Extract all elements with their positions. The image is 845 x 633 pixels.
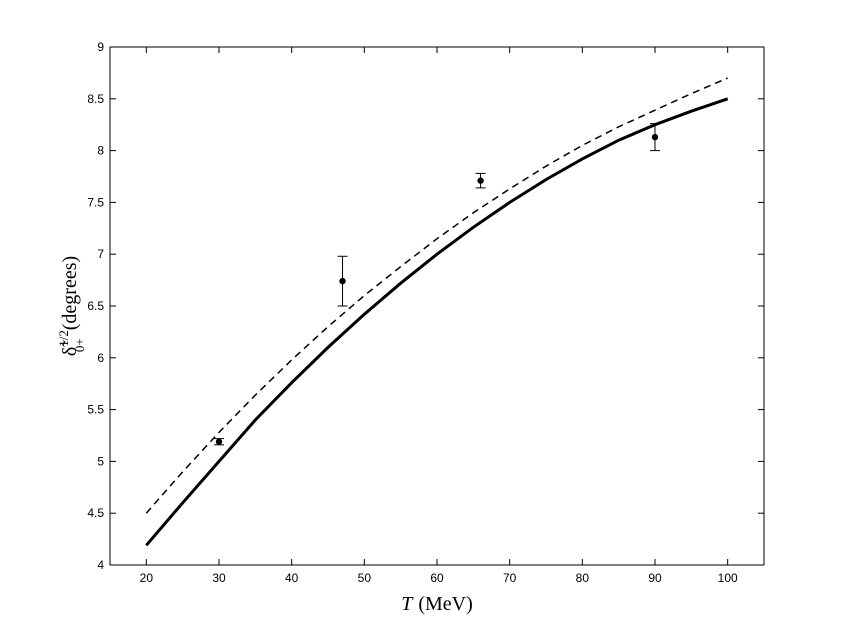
ticks bbox=[110, 46, 764, 566]
x-tick-label: 40 bbox=[285, 571, 299, 585]
x-tick-label: 50 bbox=[358, 571, 372, 585]
x-tick-label: 80 bbox=[576, 571, 590, 585]
data-point bbox=[477, 177, 484, 184]
x-tick-label: 100 bbox=[718, 571, 738, 585]
y-tick-label: 6.5 bbox=[87, 299, 104, 313]
y-tick-label: 7 bbox=[97, 247, 104, 261]
y-tick-label: 9 bbox=[97, 40, 104, 54]
y-tick-label: 7.5 bbox=[87, 195, 104, 209]
data-points-group bbox=[214, 123, 660, 446]
y-tick-label: 4 bbox=[97, 558, 104, 572]
series-line-solid bbox=[145, 97, 729, 547]
x-tick-label: 20 bbox=[140, 571, 154, 585]
y-tick-label: 8.5 bbox=[87, 92, 104, 106]
y-tick-label: 5.5 bbox=[87, 403, 104, 417]
y-tick-label: 4.5 bbox=[87, 506, 104, 520]
plot-frame bbox=[109, 46, 765, 566]
data-point bbox=[339, 277, 346, 285]
data-point bbox=[651, 133, 659, 141]
series-line-dashed bbox=[145, 77, 728, 514]
x-tick-label: 60 bbox=[430, 571, 444, 585]
y-tick-label: 6 bbox=[97, 351, 104, 365]
series-group bbox=[145, 77, 729, 547]
data-point bbox=[215, 438, 223, 445]
y-tick-label: 5 bbox=[97, 454, 104, 468]
x-tick-label: 90 bbox=[648, 571, 662, 585]
y-axis-label: δ̃1/20+(degrees) bbox=[56, 256, 87, 356]
y-tick-label: 8 bbox=[97, 144, 104, 158]
tick-labels: 20 30 40 50 60 70 80 90 100 4 4.5 5 5.5 6 6.5 7 7.5 8 8.5 9 bbox=[87, 40, 738, 585]
x-tick-label: 30 bbox=[212, 571, 226, 585]
x-axis-label: T (MeV) bbox=[401, 593, 473, 615]
x-tick-label: 70 bbox=[503, 571, 517, 585]
